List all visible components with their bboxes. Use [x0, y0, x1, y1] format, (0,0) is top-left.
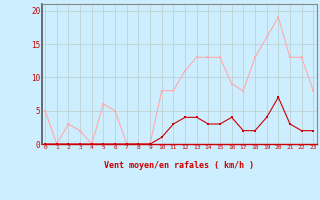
- X-axis label: Vent moyen/en rafales ( km/h ): Vent moyen/en rafales ( km/h ): [104, 161, 254, 170]
